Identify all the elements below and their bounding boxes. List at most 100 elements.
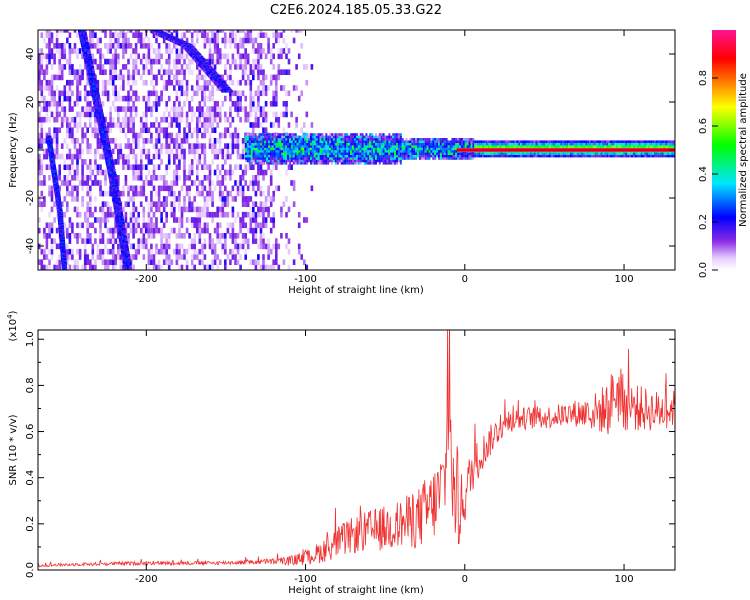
carrier-cell: [334, 147, 337, 151]
heat-cell: [272, 64, 275, 70]
heat-cell: [83, 122, 87, 128]
heat-cell: [78, 153, 82, 160]
heat-cell: [196, 227, 199, 234]
streak-cell: [95, 106, 98, 110]
heat-cell: [244, 58, 247, 65]
heat-cell: [198, 180, 202, 186]
heat-cell: [180, 185, 184, 192]
carrier-cell: [281, 135, 284, 139]
heat-cell: [38, 74, 41, 81]
streak-cell: [125, 252, 129, 255]
heat-cell: [150, 122, 153, 128]
heat-cell: [188, 233, 191, 239]
carrier-cell: [315, 145, 318, 148]
carrier-cell: [348, 145, 351, 148]
heat-cell: [252, 106, 255, 112]
heat-cell: [193, 222, 196, 229]
heat-cell: [53, 95, 56, 102]
carrier-cell: [348, 147, 351, 151]
heat-cell: [114, 106, 117, 112]
streak-cell: [126, 258, 130, 262]
streak-cell: [95, 104, 98, 107]
carrier-cell: [323, 159, 326, 163]
heat-cell: [178, 190, 181, 197]
heat-cell: [216, 148, 219, 155]
heat-cell: [287, 264, 291, 270]
heat-cell: [224, 153, 227, 160]
carrier-cell: [321, 154, 324, 158]
heat-cell: [178, 132, 181, 139]
streak-cell: [125, 241, 128, 244]
streak-cell: [79, 34, 82, 38]
heat-cell: [142, 53, 146, 60]
carrier-cell: [334, 138, 337, 141]
streak-cell: [111, 169, 115, 172]
heat-cell: [160, 243, 163, 250]
heat-cell: [155, 143, 158, 149]
heat-cell: [226, 74, 230, 81]
carrier-cell: [292, 159, 295, 163]
heat-cell: [114, 254, 117, 260]
streak-cell: [82, 51, 85, 55]
heat-cell: [236, 248, 240, 255]
heat-cell: [244, 196, 247, 202]
streak-cell: [122, 249, 125, 252]
carrier-cell: [348, 150, 351, 153]
heat-cell: [137, 169, 140, 176]
carrier-cell: [254, 162, 257, 165]
heat-cell: [142, 79, 146, 86]
heat-cell: [145, 101, 148, 107]
heat-cell: [180, 111, 184, 118]
heat-cell: [259, 106, 263, 112]
carrier-cell: [304, 140, 307, 143]
heat-cell: [101, 153, 105, 160]
heat-cell: [193, 233, 196, 239]
heat-cell: [282, 85, 286, 91]
streak-cell: [128, 257, 131, 260]
heat-cell: [155, 48, 158, 54]
heat-cell: [86, 106, 89, 112]
carrier-cell: [266, 138, 268, 141]
heat-cell: [257, 43, 260, 49]
carrier-cell: [252, 150, 255, 153]
heat-cell: [297, 211, 301, 218]
heat-cell: [150, 254, 153, 260]
streak-cell: [93, 75, 96, 79]
heat-cell: [117, 116, 120, 123]
heat-cell: [117, 37, 120, 44]
heat-cell: [117, 122, 120, 128]
heat-cell: [99, 185, 102, 192]
heat-cell: [83, 175, 87, 181]
streak-cell: [86, 70, 89, 74]
heat-cell: [134, 64, 138, 70]
heat-cell: [157, 148, 161, 155]
heat-cell: [239, 106, 242, 112]
heat-cell: [173, 211, 176, 218]
heat-cell: [196, 106, 199, 112]
heat-cell: [111, 32, 115, 38]
heat-cell: [48, 233, 51, 239]
heat-cell: [86, 164, 89, 170]
heat-cell: [66, 227, 69, 234]
carrier-cell: [245, 135, 247, 139]
heat-cell: [249, 164, 253, 170]
carrier-cell: [269, 159, 272, 163]
heat-cell: [117, 153, 120, 160]
heat-cell: [132, 90, 135, 97]
heat-cell: [111, 148, 115, 155]
streak-cell: [86, 56, 89, 59]
carrier-cell: [344, 150, 347, 153]
streak-cell: [118, 234, 121, 238]
streak-cell: [123, 255, 126, 259]
carrier-cell: [300, 145, 303, 148]
heat-cell: [139, 132, 143, 139]
carrier-cell: [275, 138, 278, 141]
heat-cell: [213, 127, 217, 133]
carrier-cell: [321, 140, 324, 143]
heat-cell: [310, 64, 314, 70]
heat-cell: [111, 122, 115, 128]
streak-cell: [121, 226, 124, 230]
heat-cell: [196, 164, 199, 170]
streak-cell: [127, 265, 131, 268]
carrier-cell: [302, 162, 305, 165]
